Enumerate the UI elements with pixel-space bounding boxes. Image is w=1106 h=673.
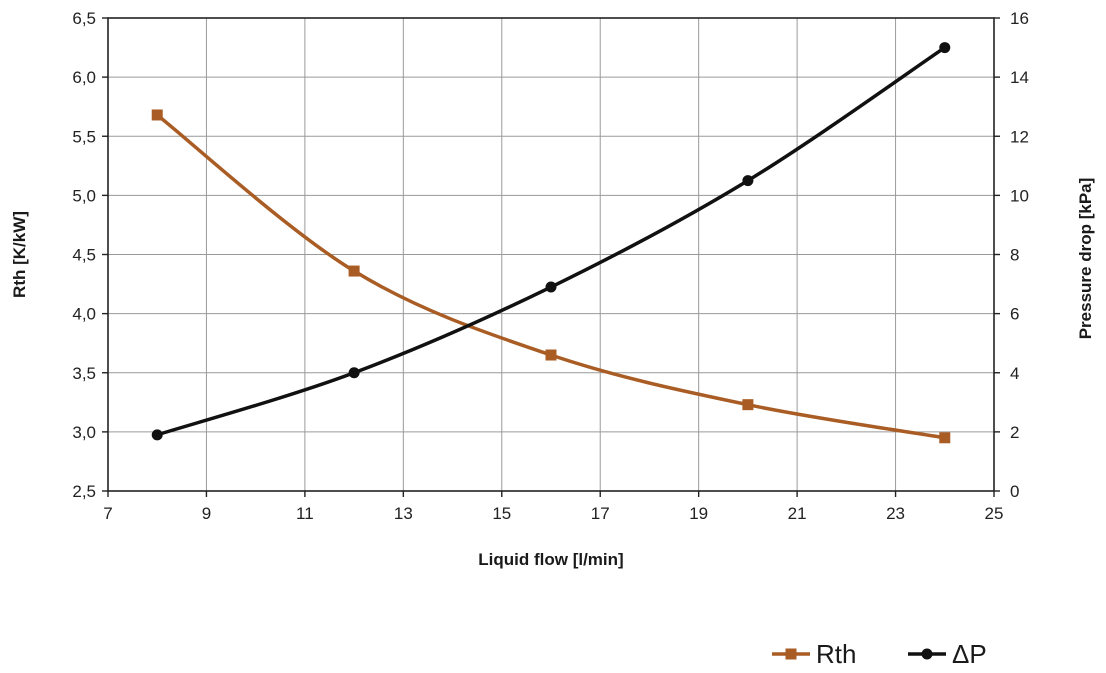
y2-tick-label: 2 [1010,423,1019,442]
delta-p-line [156,46,946,437]
y2-tick-label: 6 [1010,305,1019,324]
delta-p-point [348,367,360,379]
y2-tick-label: 12 [1010,127,1029,146]
y-tick-labels: 2,5 3,0 3,5 4,0 4,5 5,0 5,5 6,0 6,5 [72,9,108,501]
y2-tick-label: 14 [1010,68,1029,87]
x-tick-label: 25 [985,504,1004,523]
x-tick-label: 23 [886,504,905,523]
y2-axis-title: Pressure drop [kPa] [1076,178,1095,340]
y-tick-label: 6,0 [72,68,96,87]
grid [107,17,995,492]
x-tick-label: 11 [296,504,314,523]
y-tick-label: 3,5 [72,364,96,383]
x-tick-label: 9 [202,504,211,523]
series-layer [151,42,951,444]
x-axis-title: Liquid flow [l/min] [478,550,623,569]
y-tick-label: 6,5 [72,9,96,28]
x-tick-label: 15 [492,504,511,523]
y2-tick-label: 16 [1010,9,1029,28]
y-tick-label: 3,0 [72,423,96,442]
x-tick-label: 17 [591,504,610,523]
y-tick-label: 4,0 [72,305,96,324]
y2-tick-label: 0 [1010,482,1019,501]
rth-point [742,399,754,411]
y2-tick-label: 8 [1010,246,1019,265]
y-tick-label: 5,5 [72,127,96,146]
rth-point [151,109,163,121]
rth-point [348,265,360,277]
y-tick-label: 2,5 [72,482,96,501]
y2-tick-label: 10 [1010,186,1029,205]
legend-rth-marker [785,648,797,660]
y-tick-label: 4,5 [72,246,96,265]
delta-p-point [939,42,951,54]
rth-line [156,113,946,440]
rth-point [939,432,951,444]
x-tick-label: 21 [788,504,807,523]
rth-point [545,349,557,361]
y-tick-label: 5,0 [72,186,96,205]
delta-p-point [742,175,754,187]
x-tick-label: 13 [394,504,413,523]
legend-delta-p-label: ΔP [952,639,987,669]
delta-p-point [151,429,163,441]
legend-delta-p-marker [921,648,933,660]
y2-tick-labels: 0 2 4 6 8 10 12 14 16 [994,9,1029,501]
x-tick-label: 7 [103,504,112,523]
delta-p-point [545,281,557,293]
y2-tick-label: 4 [1010,364,1019,383]
y-axis-title: Rth [K/kW] [10,211,29,298]
legend: Rth ΔP [772,639,987,669]
x-tick-labels: 7 9 11 13 15 17 19 21 23 25 [103,491,1003,523]
legend-rth-label: Rth [816,639,856,669]
x-tick-label: 19 [689,504,708,523]
